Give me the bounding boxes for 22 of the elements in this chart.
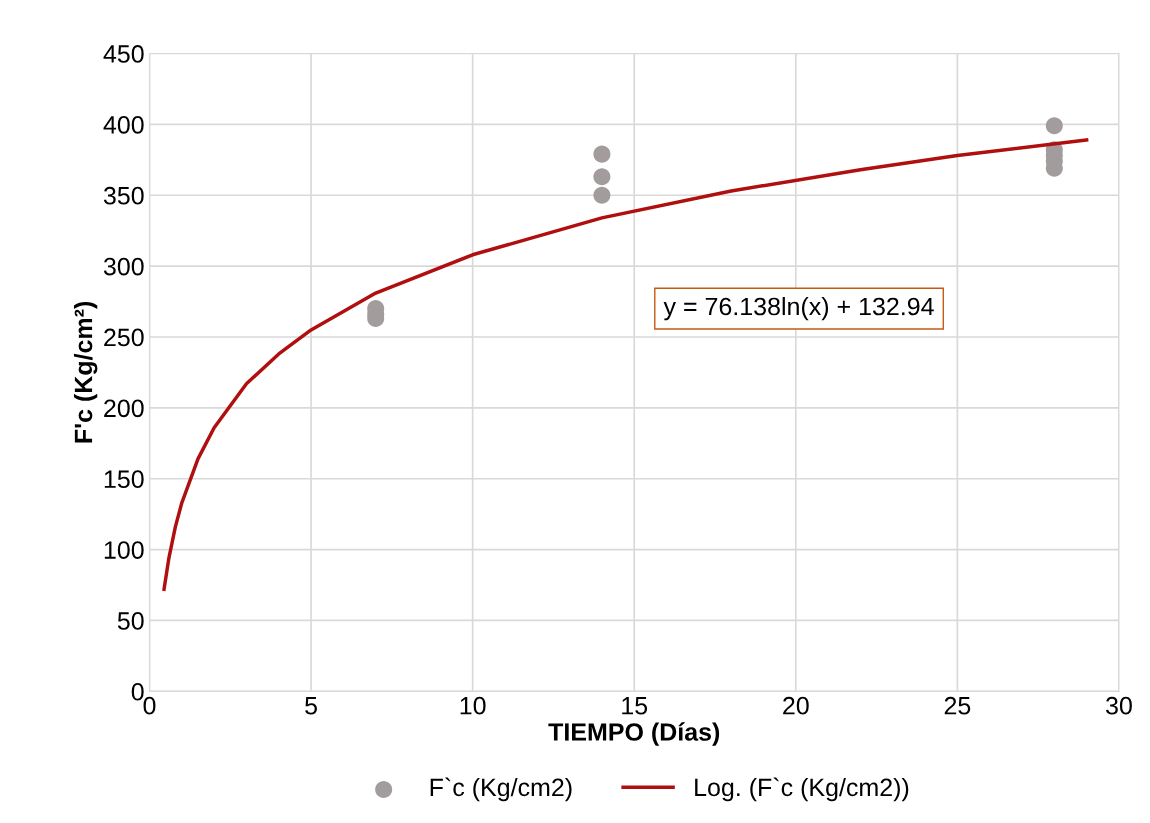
x-tick-label: 20 xyxy=(783,696,809,715)
y-tick-label: 250 xyxy=(104,328,144,347)
x-tick-label: 5 xyxy=(305,697,317,715)
x-tick-label: 25 xyxy=(944,696,971,715)
y-tick-label: 350 xyxy=(103,186,144,205)
x-axis-title: TIEMPO (Días) xyxy=(548,722,720,746)
x-tick-label: 0 xyxy=(143,696,156,715)
y-axis-title: F'c (Kg/cm²) xyxy=(73,301,98,443)
y-tick-label: 400 xyxy=(103,115,144,134)
annotation: y = 76.138ln(x) + 132.94 xyxy=(663,296,934,321)
y-tick-label: 150 xyxy=(104,470,144,489)
y-tick-label: 200 xyxy=(104,399,144,418)
y-tick-label: 300 xyxy=(103,257,144,276)
legend-label: Log. (F`c (Kg/cm2)) xyxy=(695,777,909,802)
y-tick-label: 100 xyxy=(104,541,144,559)
y-tick-label: 450 xyxy=(103,45,144,63)
x-tick-label: 30 xyxy=(1106,696,1132,715)
y-tick-label: 50 xyxy=(117,612,144,630)
legend-label: F`c (Kg/cm2) xyxy=(430,777,572,802)
y-tick-label: 0 xyxy=(131,682,144,701)
x-tick-label: 15 xyxy=(622,697,648,715)
x-tick-label: 10 xyxy=(460,696,486,715)
